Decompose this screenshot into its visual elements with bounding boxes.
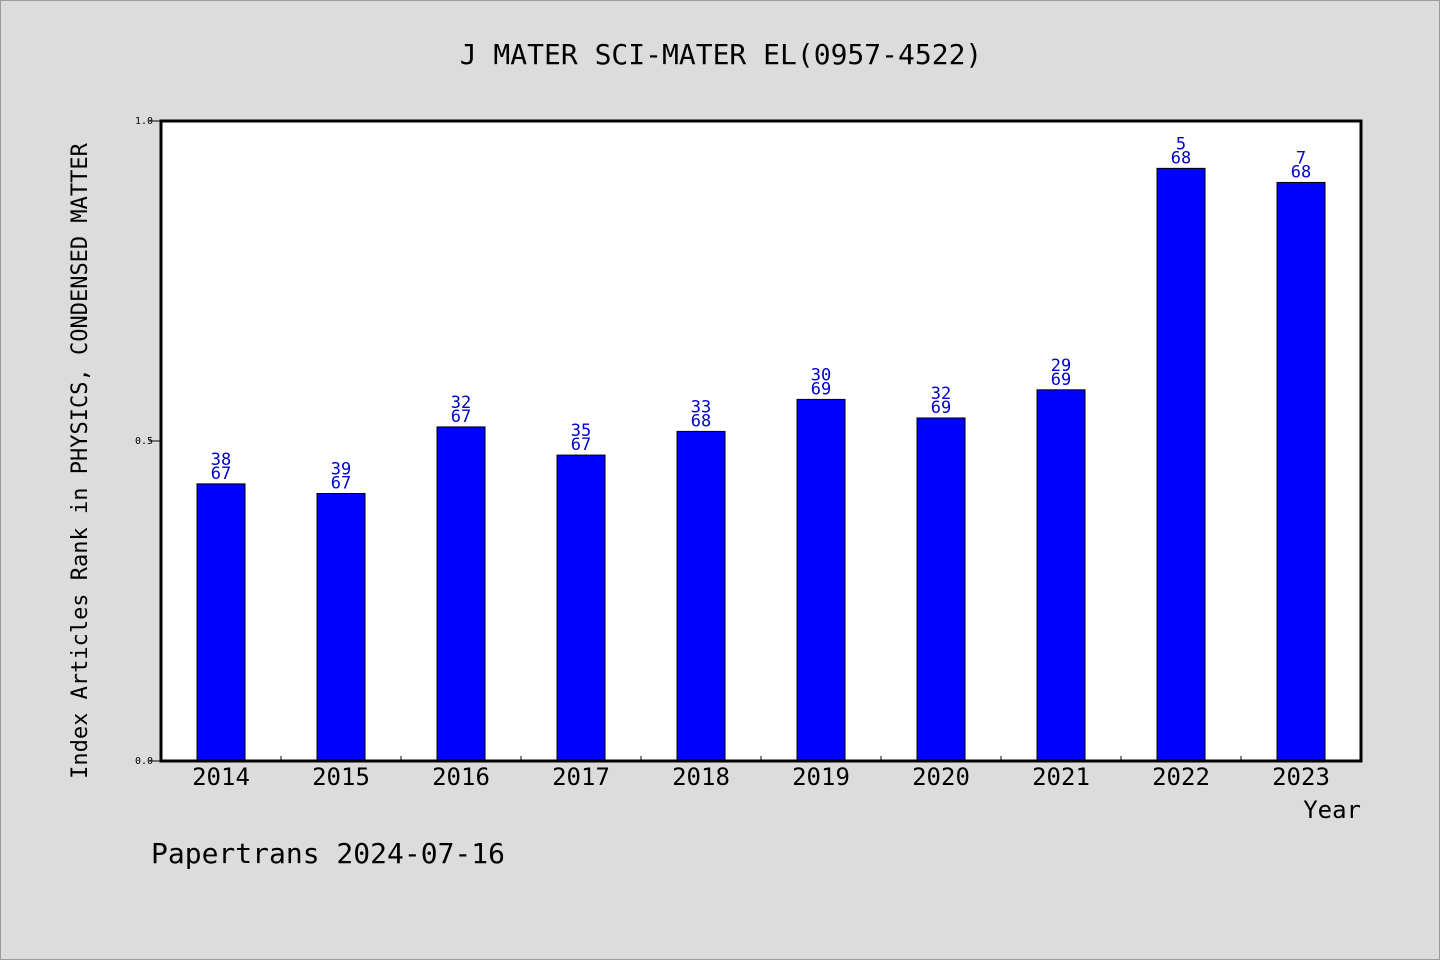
x-tick-label-2020: 2020 [912, 763, 970, 791]
bar-2017 [556, 454, 606, 762]
x-tick-label-2019: 2019 [792, 763, 850, 791]
x-axis-ticks: 2014 2015 2016 2017 2018 2019 2020 2021 2022 2023 [192, 756, 1330, 791]
bar-2023 [1276, 181, 1326, 762]
bar-rank-label-2022: 5 [1176, 134, 1186, 154]
bar-total-label-2018: 68 [691, 411, 711, 431]
bar-2014 [196, 483, 246, 762]
bar-2015 [316, 492, 366, 762]
bar-2020 [916, 417, 966, 762]
x-tick-label-2016: 2016 [432, 763, 490, 791]
bar-rank-label-2014: 38 [211, 450, 231, 470]
y-axis-ticks: 0.0 0.5 1.0 [135, 116, 161, 767]
footer-credit: Papertrans 2024-07-16 [151, 837, 505, 870]
bar-total-label-2021: 69 [1051, 370, 1071, 390]
bar-rank-label-2019: 30 [811, 365, 831, 385]
bar-rank-label-2020: 32 [931, 384, 951, 404]
bar-2022 [1156, 167, 1206, 762]
bar-rank-label-2016: 32 [451, 393, 471, 413]
x-tick-label-2017: 2017 [552, 763, 610, 791]
bar-rank-label-2023: 7 [1296, 148, 1306, 168]
bar-2021 [1036, 389, 1086, 762]
x-tick-label-2022: 2022 [1152, 763, 1210, 791]
bar-total-label-2020: 69 [931, 398, 951, 418]
bar-total-label-2016: 67 [451, 407, 471, 427]
bar-total-label-2017: 67 [571, 435, 591, 455]
x-tick-label-2014: 2014 [192, 763, 250, 791]
bar-2018 [676, 430, 726, 762]
bar-total-label-2022: 68 [1171, 148, 1191, 168]
y-tick-label-2: 1.0 [135, 116, 153, 127]
y-axis-label: Index Articles Rank in PHYSICS, CONDENSE… [68, 142, 93, 779]
chart-title: J MATER SCI-MATER EL(0957-4522) [460, 38, 983, 71]
x-tick-label-2018: 2018 [672, 763, 730, 791]
bars-group [196, 167, 1326, 762]
x-axis-label: Year [1303, 796, 1361, 824]
bar-total-label-2014: 67 [211, 464, 231, 484]
bar-rank-label-2017: 35 [571, 421, 591, 441]
bar-rank-label-2015: 39 [331, 459, 351, 479]
bar-total-label-2019: 69 [811, 379, 831, 399]
plot-frame [159, 119, 1363, 763]
x-tick-label-2015: 2015 [312, 763, 370, 791]
bar-total-label-2023: 68 [1291, 162, 1311, 182]
y-tick-label-1: 0.5 [135, 436, 153, 447]
bar-total-label-2015: 67 [331, 473, 351, 493]
x-tick-label-2023: 2023 [1272, 763, 1330, 791]
bar-rank-label-2018: 33 [691, 397, 711, 417]
y-tick-label-0: 0.0 [135, 756, 153, 767]
bar-2019 [796, 398, 846, 762]
bar-rank-label-2021: 29 [1051, 356, 1071, 376]
x-tick-label-2021: 2021 [1032, 763, 1090, 791]
bar-2016 [436, 426, 486, 762]
